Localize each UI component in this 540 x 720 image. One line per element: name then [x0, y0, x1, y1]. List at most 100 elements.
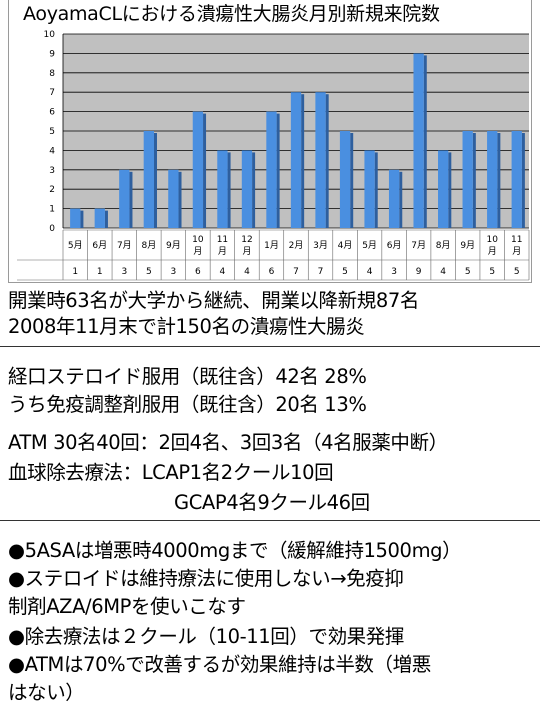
y-tick-label: 7: [49, 88, 55, 98]
x-tick-label: 8月: [436, 240, 451, 251]
y-tick-label: 0: [49, 224, 55, 234]
bar: [241, 150, 253, 228]
bar: [438, 150, 449, 228]
bar: [364, 150, 375, 228]
x-tick-label: 10: [192, 235, 204, 245]
table-value-label: 3: [171, 267, 177, 277]
y-tick-label: 4: [49, 146, 55, 156]
table-value-label: 3: [391, 267, 397, 277]
x-tick-label: 3月: [313, 240, 328, 251]
bar: [511, 131, 522, 228]
bar-chart: 0123456789105月16月17月38月59月310月611月412月41…: [17, 30, 530, 281]
table-value-label: 1: [72, 267, 78, 277]
summary-line-1: 開業時63名が大学から継続、開業以降新規87名: [8, 289, 419, 312]
x-tick-label: 11: [511, 235, 522, 245]
x-tick-label: 12: [241, 235, 252, 245]
y-tick-label: 2: [49, 185, 55, 195]
x-tick-label: 5月: [68, 240, 83, 251]
x-tick-label-unit: 月: [242, 246, 251, 257]
note-line-4: ●除去療法は２クール（10-11回）で効果発揮: [8, 625, 404, 648]
bar-side: [153, 133, 157, 228]
table-value-label: 4: [220, 267, 226, 277]
table-value-label: 5: [342, 267, 348, 277]
bar: [266, 111, 277, 228]
x-tick-label: 9月: [460, 240, 475, 251]
divider-1: [0, 346, 540, 347]
bar-side: [104, 210, 108, 228]
y-tick-label: 1: [49, 205, 55, 215]
x-tick-label: 7月: [117, 240, 132, 251]
table-value-label: 5: [465, 267, 471, 277]
note-line-3: 制剤AZA/6MPを使いこなす: [8, 595, 246, 618]
x-tick-label: 4月: [338, 240, 353, 251]
bar-side: [276, 113, 280, 228]
table-value-label: 5: [489, 267, 495, 277]
x-tick-label: 9月: [166, 240, 181, 251]
y-tick-label: 6: [49, 108, 55, 118]
bar-side: [129, 171, 133, 228]
bar-side: [227, 152, 231, 228]
table-value-label: 4: [367, 267, 373, 277]
bar: [143, 131, 154, 228]
table-value-label: 3: [121, 267, 127, 277]
x-tick-label: 6月: [92, 240, 107, 251]
treatment-line-5: GCAP4名9クール46回: [174, 491, 370, 514]
bar-side: [301, 94, 305, 228]
bar: [192, 111, 204, 228]
note-line-2: ●ステロイドは維持療法に使用しない→免疫抑: [8, 567, 404, 590]
bar-side: [423, 55, 427, 229]
treatment-line-4: 血球除去療法：LCAP1名2クール10回: [8, 461, 334, 484]
treatment-line-2: うち免疫調整剤服用（既往含）20名 13%: [8, 393, 367, 416]
bar-side: [472, 133, 476, 228]
bar: [487, 131, 498, 228]
bar-side: [374, 152, 378, 228]
bar-side: [325, 94, 329, 228]
chart-container: 0 1 2 3 4 5 6 7 8 9 10 5月 1 6月 1 7月 3 8月 5 9月 3 10 月 6 11 月 4 12 月 4 1…: [8, 0, 532, 283]
table-value-label: 5: [146, 267, 152, 277]
x-tick-label-unit: 月: [193, 246, 202, 257]
x-tick-label: 10: [486, 235, 498, 245]
note-line-5: ●ATMは70%で改善するが効果維持は半数（増悪: [8, 653, 431, 676]
bar-side: [80, 210, 84, 228]
y-tick-label: 9: [49, 49, 55, 59]
table-value-label: 7: [318, 267, 324, 277]
x-tick-label: 8月: [141, 240, 156, 251]
x-tick-label-unit: 月: [218, 246, 227, 257]
table-value-label: 7: [293, 267, 299, 277]
x-tick-label: 5月: [362, 240, 377, 251]
bar-side: [350, 133, 354, 228]
bar: [70, 208, 81, 228]
table-value-label: 5: [514, 267, 520, 277]
bar: [217, 150, 228, 228]
treatment-line-1: 経口ステロイド服用（既往含）42名 28%: [8, 365, 367, 388]
bar-side: [252, 152, 256, 228]
bar: [119, 169, 130, 228]
bar: [388, 169, 400, 228]
table-value-label: 1: [97, 267, 103, 277]
bar-side: [448, 152, 452, 228]
table-value-label: 6: [269, 267, 275, 277]
table-value-label: 9: [416, 267, 422, 277]
y-tick-label: 5: [49, 127, 55, 137]
summary-line-2: 2008年11月末で計150名の潰瘍性大腸炎: [8, 315, 365, 338]
bar: [339, 131, 351, 228]
note-line-6: はない）: [8, 681, 85, 704]
bar: [168, 169, 179, 228]
x-tick-label: 2月: [289, 240, 304, 251]
divider-2: [0, 520, 540, 521]
x-tick-label: 7月: [411, 240, 426, 251]
bar-side: [178, 171, 182, 228]
bar-side: [399, 171, 403, 228]
bar-side: [203, 113, 207, 228]
bar: [94, 208, 105, 228]
table-value-label: 4: [440, 267, 446, 277]
table-value-label: 4: [244, 267, 250, 277]
chart-title: AoyamaCLにおける潰瘍性大腸炎月別新規来院数: [23, 3, 440, 25]
x-tick-label: 11: [217, 235, 228, 245]
bar: [315, 92, 326, 228]
y-tick-label: 10: [44, 30, 56, 40]
bar-side: [497, 133, 501, 228]
note-line-1: ●5ASAは増悪時4000mgまで（緩解維持1500mg）: [8, 539, 462, 562]
bar: [462, 131, 473, 228]
x-tick-label: 6月: [387, 240, 402, 251]
